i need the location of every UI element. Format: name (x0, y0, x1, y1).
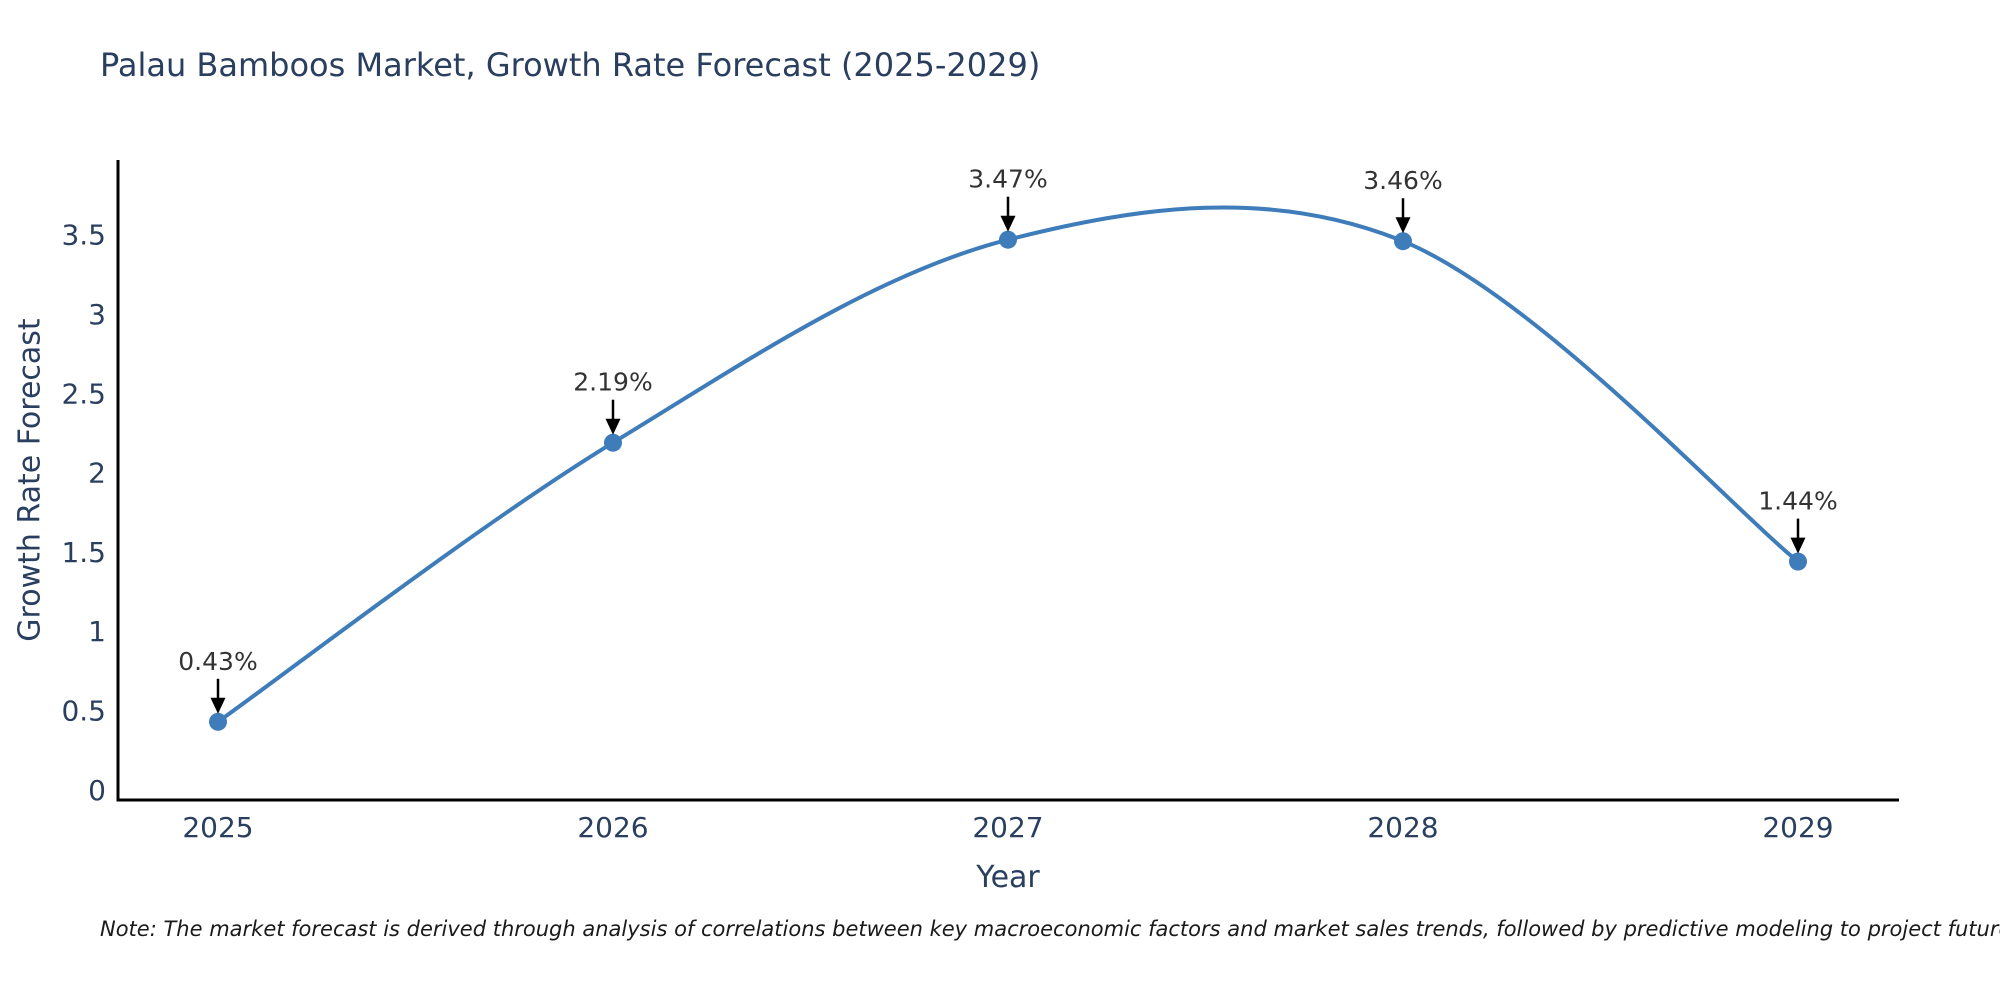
point-value-label: 3.47% (968, 165, 1047, 194)
data-point-marker (604, 433, 622, 452)
y-axis-tick-label: 1 (88, 615, 106, 648)
annotation-arrowhead (210, 697, 226, 714)
data-point-marker (1394, 232, 1412, 251)
chart-title: Palau Bamboos Market, Growth Rate Foreca… (100, 46, 1041, 84)
annotation-arrowhead (1000, 215, 1016, 232)
point-value-label: 0.43% (178, 647, 257, 676)
footnote: Note: The market forecast is derived thr… (100, 917, 2000, 941)
point-value-label: 1.44% (1758, 487, 1837, 516)
data-point-marker (209, 712, 227, 731)
annotation-arrowhead (1395, 217, 1411, 234)
x-axis-title: Year (976, 860, 1040, 895)
data-point-marker (999, 230, 1017, 249)
y-axis-tick-label: 3.5 (61, 219, 106, 252)
x-axis-tick-label: 2026 (577, 811, 648, 844)
data-point-marker (1789, 552, 1807, 571)
point-value-label: 2.19% (573, 368, 652, 397)
y-axis-tick-label: 2.5 (61, 377, 106, 410)
axis-spines (116, 160, 1899, 802)
y-axis-tick-label: 2 (88, 457, 106, 490)
y-axis-tick-label: 1.5 (61, 536, 106, 569)
x-axis-tick-label: 2029 (1762, 811, 1833, 844)
x-axis-tick-label: 2025 (182, 811, 253, 844)
y-axis-tick-label: 0 (88, 774, 106, 807)
x-axis-tick-label: 2027 (972, 811, 1043, 844)
annotation-arrowhead (1790, 537, 1806, 554)
trend-line (216, 205, 1800, 724)
annotation-arrowhead (605, 418, 621, 435)
y-axis-tick-label: 3 (88, 298, 106, 331)
x-axis-tick-label: 2028 (1367, 811, 1438, 844)
y-axis-tick-label: 0.5 (61, 695, 106, 728)
point-value-label: 3.46% (1363, 166, 1442, 195)
